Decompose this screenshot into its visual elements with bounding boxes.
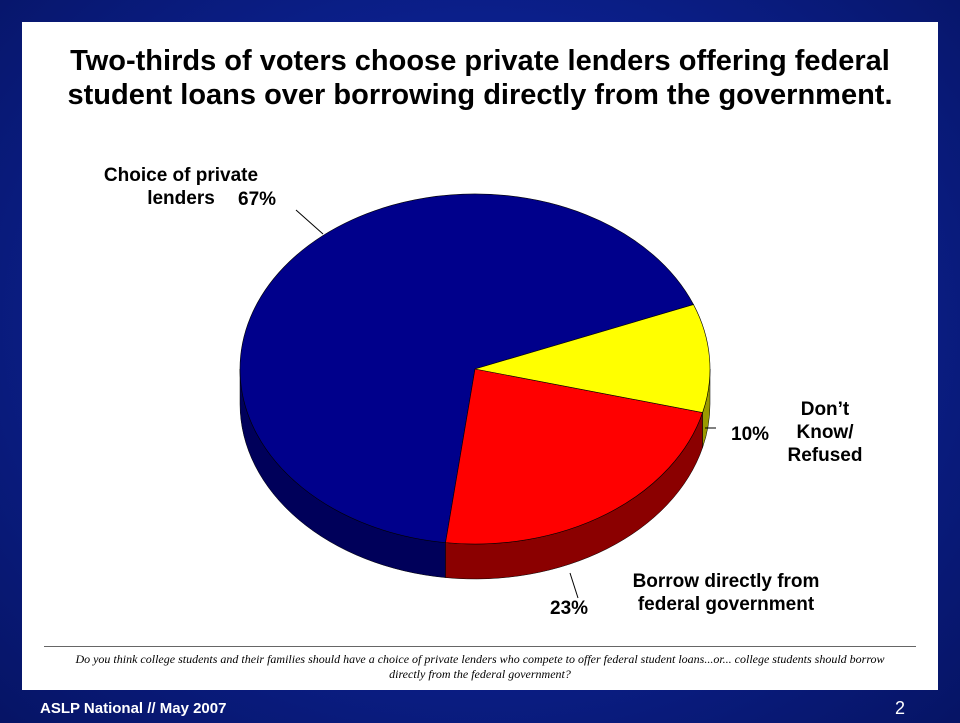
- label-dont-know-pct: 10%: [731, 424, 770, 445]
- label-private-lenders-pct: 67%: [238, 189, 277, 210]
- label-dont-know-text: Don’t Know/ Refused: [787, 399, 863, 466]
- label-borrow-directly-text: Borrow directly from federal government: [632, 571, 820, 615]
- pie-slice-1: [445, 368, 704, 545]
- pie-sides: [239, 368, 711, 580]
- pie-slice-2: [474, 304, 711, 413]
- slide-title: Two-thirds of voters choose private lend…: [67, 45, 893, 111]
- footer-source: ASLP National // May 2007: [40, 700, 227, 717]
- pie-top: [239, 193, 711, 545]
- page-number: 2: [895, 698, 906, 718]
- survey-question: Do you think college students and their …: [75, 652, 885, 681]
- footnote-divider: [44, 646, 916, 647]
- leader-line-2: [569, 572, 579, 599]
- label-private-lenders-text: Choice of private lenders: [103, 165, 259, 209]
- pie-slice-0: [239, 193, 694, 543]
- leader-line-0: [295, 209, 324, 235]
- label-borrow-directly-pct: 23%: [550, 598, 589, 619]
- pie-leader-lines: [295, 209, 716, 599]
